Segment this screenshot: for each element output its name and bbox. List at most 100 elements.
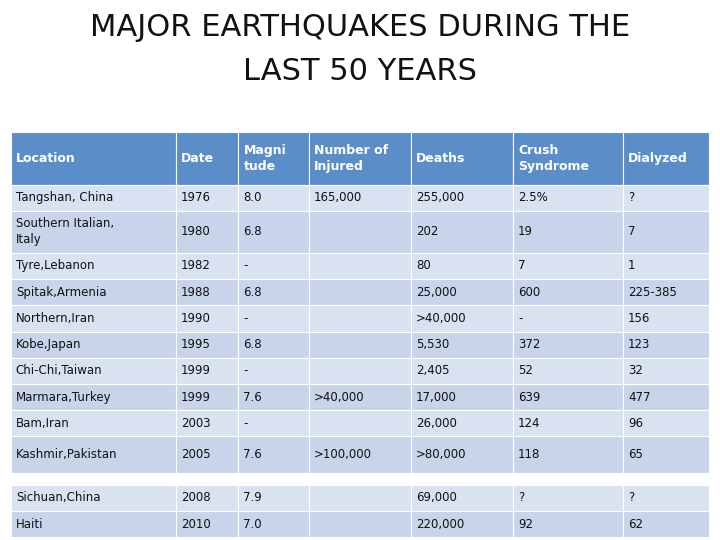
Text: 639: 639 <box>518 390 541 403</box>
Bar <box>11 211 176 253</box>
Text: >80,000: >80,000 <box>416 448 467 461</box>
Bar <box>411 132 513 185</box>
Bar <box>513 132 623 185</box>
Text: 5,530: 5,530 <box>416 338 449 351</box>
Text: 7: 7 <box>518 260 526 273</box>
Bar <box>309 185 411 211</box>
Text: 17,000: 17,000 <box>416 390 457 403</box>
Bar <box>309 511 411 537</box>
Bar <box>411 511 513 537</box>
Bar <box>176 473 238 485</box>
Bar <box>309 473 411 485</box>
Text: 1995: 1995 <box>181 338 210 351</box>
Text: 477: 477 <box>628 390 650 403</box>
Bar <box>238 211 309 253</box>
Text: Bam,Iran: Bam,Iran <box>16 417 70 430</box>
Bar <box>176 305 238 332</box>
Text: 1999: 1999 <box>181 364 211 377</box>
Bar <box>11 279 176 305</box>
Text: 600: 600 <box>518 286 540 299</box>
Bar <box>309 305 411 332</box>
Bar <box>176 485 238 511</box>
Bar <box>238 436 309 473</box>
Text: 165,000: 165,000 <box>314 191 362 204</box>
Text: 6.8: 6.8 <box>243 286 262 299</box>
Bar <box>238 384 309 410</box>
Text: 1990: 1990 <box>181 312 210 325</box>
Bar <box>176 384 238 410</box>
Bar <box>623 332 709 357</box>
Bar <box>11 253 176 279</box>
Bar <box>176 185 238 211</box>
Bar <box>411 410 513 436</box>
Bar <box>513 436 623 473</box>
Bar <box>176 410 238 436</box>
Text: Northern,Iran: Northern,Iran <box>16 312 95 325</box>
Bar <box>238 185 309 211</box>
Text: 124: 124 <box>518 417 541 430</box>
Bar <box>411 211 513 253</box>
Bar <box>309 410 411 436</box>
Bar <box>11 384 176 410</box>
Text: 123: 123 <box>628 338 650 351</box>
Bar <box>238 485 309 511</box>
Text: 255,000: 255,000 <box>416 191 464 204</box>
Bar <box>513 279 623 305</box>
Text: Chi-Chi,Taiwan: Chi-Chi,Taiwan <box>16 364 102 377</box>
Text: Dialyzed: Dialyzed <box>628 152 688 165</box>
Bar <box>623 305 709 332</box>
Text: Deaths: Deaths <box>416 152 465 165</box>
Text: 2.5%: 2.5% <box>518 191 548 204</box>
Bar <box>623 357 709 384</box>
Text: Marmara,Turkey: Marmara,Turkey <box>16 390 112 403</box>
Text: 225-385: 225-385 <box>628 286 677 299</box>
Text: 1976: 1976 <box>181 191 211 204</box>
Bar <box>623 485 709 511</box>
Text: 62: 62 <box>628 518 643 531</box>
Text: 65: 65 <box>628 448 643 461</box>
Bar <box>238 511 309 537</box>
Bar <box>238 357 309 384</box>
Text: Number of
Injured: Number of Injured <box>314 144 388 173</box>
Bar <box>309 279 411 305</box>
Text: -: - <box>243 260 248 273</box>
Text: Magni
tude: Magni tude <box>243 144 286 173</box>
Text: 202: 202 <box>416 225 438 239</box>
Text: 118: 118 <box>518 448 541 461</box>
Text: -: - <box>243 417 248 430</box>
Bar <box>11 410 176 436</box>
Bar <box>411 185 513 211</box>
Text: 7.6: 7.6 <box>243 390 262 403</box>
Text: -: - <box>243 312 248 325</box>
Bar <box>411 357 513 384</box>
Text: 1980: 1980 <box>181 225 210 239</box>
Bar <box>309 384 411 410</box>
Bar <box>623 279 709 305</box>
Text: 32: 32 <box>628 364 643 377</box>
Bar <box>11 332 176 357</box>
Text: Spitak,Armenia: Spitak,Armenia <box>16 286 107 299</box>
Text: Southern Italian,
Italy: Southern Italian, Italy <box>16 218 114 246</box>
Text: 1988: 1988 <box>181 286 210 299</box>
Bar <box>238 410 309 436</box>
Text: 7.6: 7.6 <box>243 448 262 461</box>
Text: ?: ? <box>628 191 634 204</box>
Bar <box>309 436 411 473</box>
Bar <box>238 332 309 357</box>
Text: Crush
Syndrome: Crush Syndrome <box>518 144 589 173</box>
Text: 80: 80 <box>416 260 431 273</box>
Text: LAST 50 YEARS: LAST 50 YEARS <box>243 57 477 86</box>
Text: Kobe,Japan: Kobe,Japan <box>16 338 81 351</box>
Text: 26,000: 26,000 <box>416 417 457 430</box>
Bar <box>513 332 623 357</box>
Bar <box>623 436 709 473</box>
Text: -: - <box>518 312 523 325</box>
Bar <box>411 305 513 332</box>
Text: Location: Location <box>16 152 76 165</box>
Bar <box>309 485 411 511</box>
Text: 6.8: 6.8 <box>243 225 262 239</box>
Bar <box>623 410 709 436</box>
Bar <box>176 511 238 537</box>
Text: >100,000: >100,000 <box>314 448 372 461</box>
Bar <box>513 357 623 384</box>
